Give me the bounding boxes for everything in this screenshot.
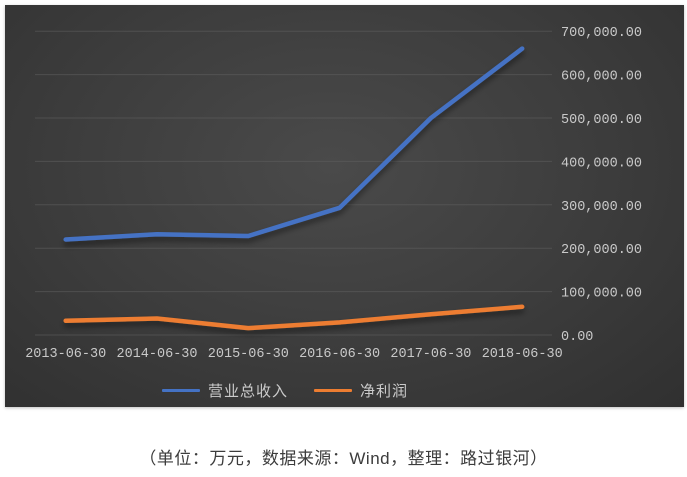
y-tick-label: 700,000.00 <box>561 26 642 41</box>
x-tick-label: 2018-06-30 <box>482 347 563 362</box>
axis-label-layer: 0.00 100,000.00 200,000.00 300,000.00 400,00… <box>25 26 642 362</box>
y-tick-label: 100,000.00 <box>561 287 642 302</box>
legend-label-netprofit: 净利润 <box>360 382 409 400</box>
series-line-0 <box>63 46 525 242</box>
legend-line-netprofit <box>314 388 352 392</box>
legend-item-revenue: 营业总收入 <box>161 380 288 401</box>
y-tick-label: 0.00 <box>561 330 593 345</box>
grid-layer <box>35 30 552 336</box>
x-tick-label: 2017-06-30 <box>390 347 471 362</box>
x-tick-label: 2014-06-30 <box>116 347 197 362</box>
y-tick-label: 200,000.00 <box>561 243 642 258</box>
x-tick-label: 2015-06-30 <box>208 347 289 362</box>
chart-legend: 营业总收入 净利润 <box>5 377 565 403</box>
series-layer <box>63 46 525 331</box>
chart-caption: （单位：万元，数据来源：Wind，整理：路过银河） <box>139 449 548 468</box>
line-chart: 0.00 100,000.00 200,000.00 300,000.00 400,00… <box>25 26 642 362</box>
y-tick-label: 600,000.00 <box>561 70 642 85</box>
y-tick-label: 500,000.00 <box>561 113 642 128</box>
legend-line-revenue <box>161 388 200 392</box>
x-tick-label: 2016-06-30 <box>299 347 380 362</box>
legend-label-revenue: 营业总收入 <box>207 382 288 400</box>
legend-item-netprofit: 净利润 <box>314 380 408 401</box>
y-tick-label: 300,000.00 <box>561 200 642 215</box>
x-tick-label: 2013-06-30 <box>25 347 106 362</box>
y-tick-label: 400,000.00 <box>561 156 642 171</box>
series-line-1 <box>63 304 525 331</box>
chart-panel: 0.00 100,000.00 200,000.00 300,000.00 400,00… <box>5 5 684 407</box>
